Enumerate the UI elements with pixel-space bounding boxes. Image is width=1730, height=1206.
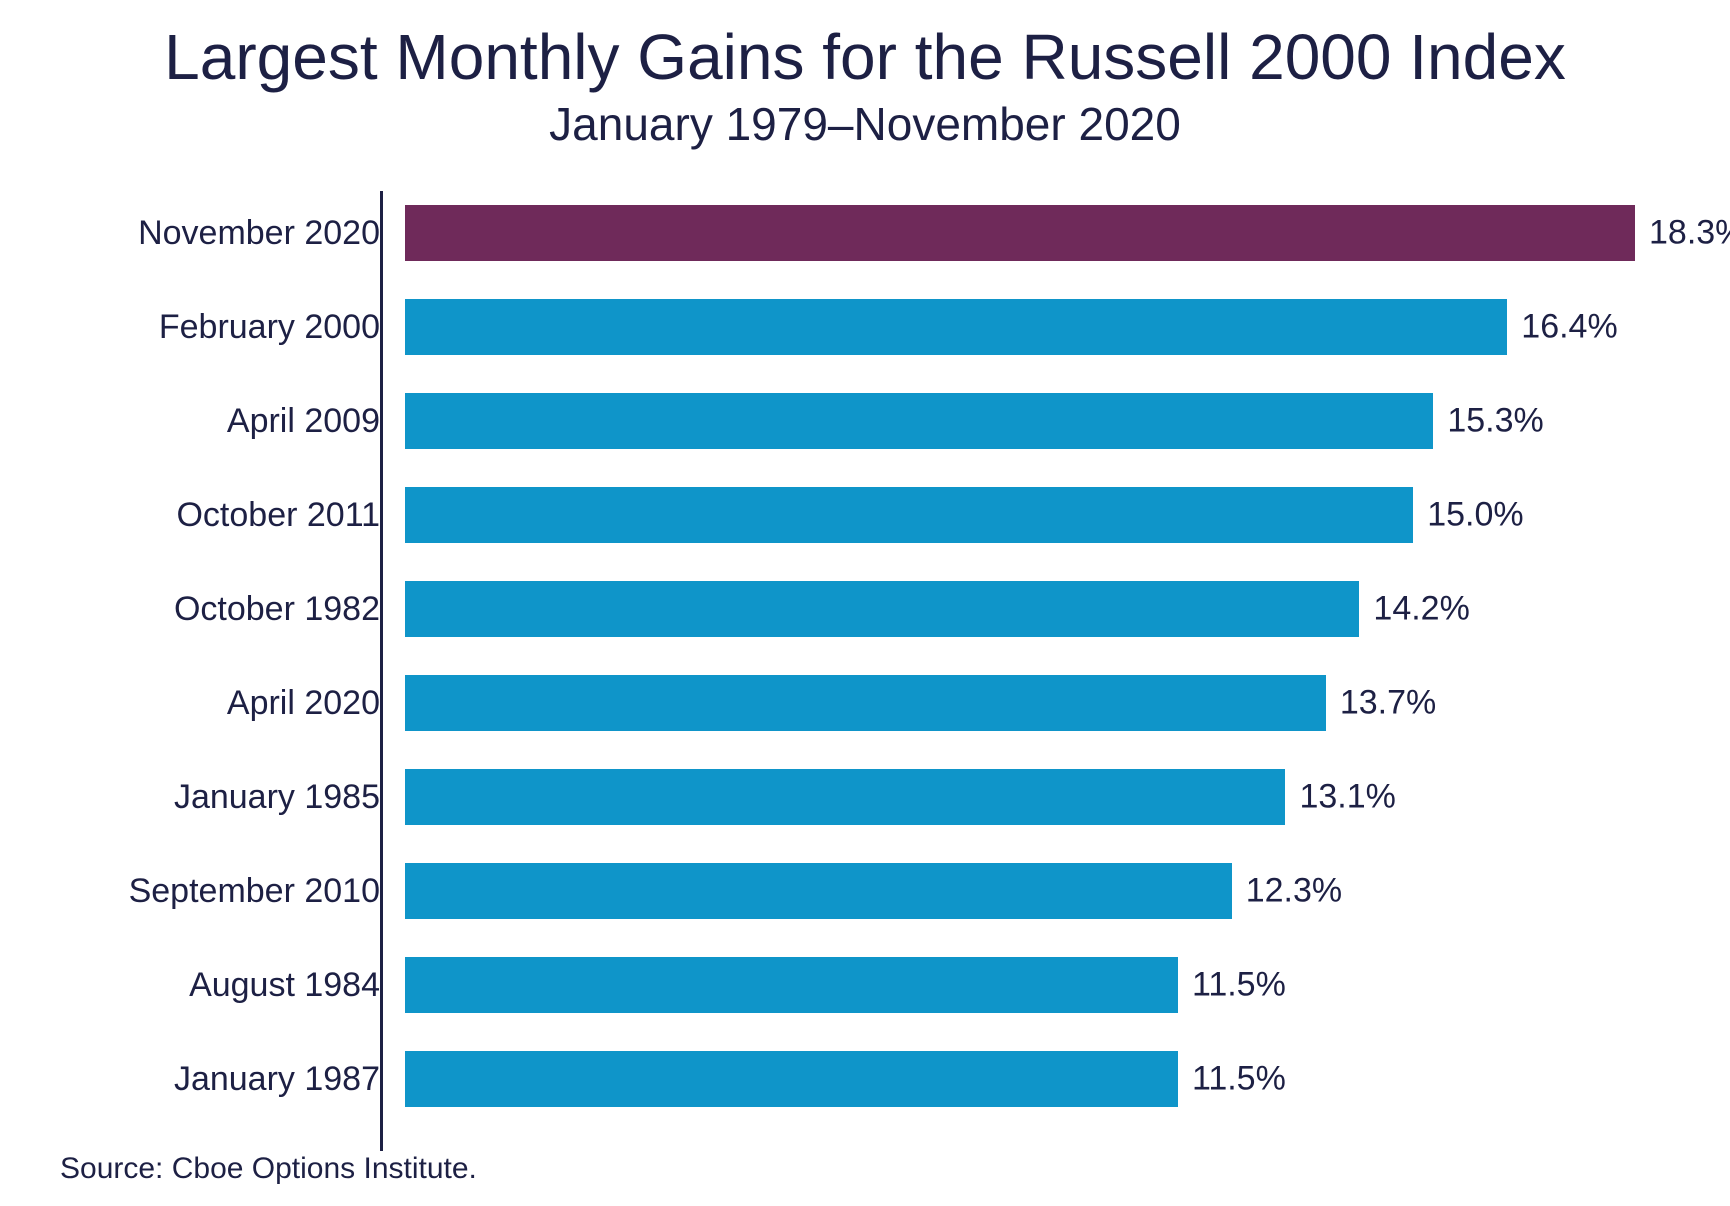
- chart-source: Source: Cboe Options Institute.: [60, 1152, 477, 1186]
- bar-value-label: 15.0%: [1427, 496, 1523, 535]
- bar-category-label: October 2011: [80, 496, 402, 535]
- bar-value-label: 16.4%: [1521, 308, 1617, 347]
- bar-value-label: 14.2%: [1373, 590, 1469, 629]
- bar-row: August 1984 11.5%: [80, 957, 1650, 1013]
- bar-track: 11.5%: [402, 1051, 1650, 1107]
- bar-rect: [405, 299, 1507, 355]
- bar-value-label: 11.5%: [1192, 1060, 1286, 1099]
- bar-rect: [405, 1051, 1178, 1107]
- bar-rect: [405, 863, 1232, 919]
- bar-value-label: 15.3%: [1447, 402, 1543, 441]
- bar-value-label: 12.3%: [1246, 872, 1342, 911]
- bar-value-label: 11.5%: [1192, 966, 1286, 1005]
- bar-rect: [405, 675, 1326, 731]
- bar-value-label: 13.1%: [1299, 778, 1395, 817]
- bar-rect: [405, 957, 1178, 1013]
- bar-category-label: January 1987: [80, 1060, 402, 1099]
- bar-row: April 2020 13.7%: [80, 675, 1650, 731]
- bar-rect: [405, 487, 1413, 543]
- bar-track: 16.4%: [402, 299, 1650, 355]
- bar-category-label: August 1984: [80, 966, 402, 1005]
- bar-row: January 1987 11.5%: [80, 1051, 1650, 1107]
- bar-value-label: 18.3%: [1649, 214, 1730, 253]
- bar-track: 18.3%: [402, 205, 1650, 261]
- bar-track: 14.2%: [402, 581, 1650, 637]
- bar-row: February 2000 16.4%: [80, 299, 1650, 355]
- bar-track: 15.3%: [402, 393, 1650, 449]
- bar-rect: [405, 769, 1285, 825]
- bar-row: January 1985 13.1%: [80, 769, 1650, 825]
- chart-area: November 202018.3% February 2000 16.4% Apri…: [80, 191, 1650, 1151]
- bar-row: October 1982 14.2%: [80, 581, 1650, 637]
- bar-rect: [405, 205, 1635, 261]
- bar-track: 12.3%: [402, 863, 1650, 919]
- bar-category-label: September 2010: [80, 872, 402, 911]
- bar-category-label: April 2009: [80, 402, 402, 441]
- bar-category-label: January 1985: [80, 778, 402, 817]
- bar-row: October 2011 15.0%: [80, 487, 1650, 543]
- bar-rect: [405, 581, 1359, 637]
- chart-stage: Largest Monthly Gains for the Russell 20…: [0, 0, 1730, 1206]
- chart-title: Largest Monthly Gains for the Russell 20…: [40, 24, 1690, 91]
- bar-row: April 2009 15.3%: [80, 393, 1650, 449]
- bar-category-label: February 2000: [80, 308, 402, 347]
- bar-track: 13.1%: [402, 769, 1650, 825]
- bar-track: 11.5%: [402, 957, 1650, 1013]
- bar-category-label: October 1982: [80, 590, 402, 629]
- chart-subtitle: January 1979–November 2020: [40, 97, 1690, 151]
- bar-row: September 2010 12.3%: [80, 863, 1650, 919]
- bar-category-label: April 2020: [80, 684, 402, 723]
- bar-track: 13.7%: [402, 675, 1650, 731]
- bar-value-label: 13.7%: [1340, 684, 1436, 723]
- bar-row: November 202018.3%: [80, 205, 1650, 261]
- bar-rect: [405, 393, 1433, 449]
- bar-category-label: November 2020: [80, 214, 402, 253]
- bar-track: 15.0%: [402, 487, 1650, 543]
